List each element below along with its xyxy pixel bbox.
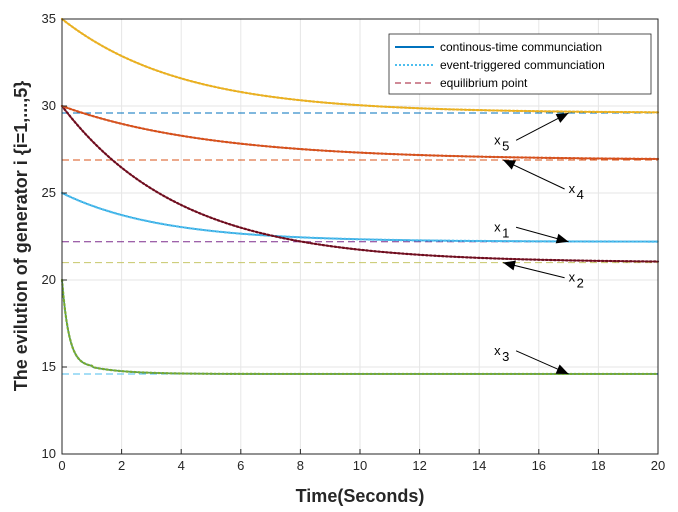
x-tick-label: 18 — [591, 458, 605, 473]
annotation-label-x3: x — [494, 343, 501, 358]
x-axis-title: Time(Seconds) — [296, 486, 425, 506]
annotation-label-x1: x — [494, 219, 501, 234]
y-tick-label: 10 — [42, 446, 56, 461]
x-tick-label: 0 — [58, 458, 65, 473]
y-tick-label: 15 — [42, 359, 56, 374]
x-tick-label: 16 — [532, 458, 546, 473]
annotation-sub-x2: 2 — [577, 276, 584, 291]
series-event-x5 — [60, 17, 660, 114]
x-tick-label: 10 — [353, 458, 367, 473]
y-ticks: 10 15 20 25 30 35 — [42, 11, 67, 461]
x-tick-label: 4 — [178, 458, 185, 473]
legend: continous-time communciation event-trigg… — [388, 33, 652, 95]
annotation-arrowhead-x3 — [555, 364, 569, 374]
x-tick-label: 12 — [412, 458, 426, 473]
y-tick-label: 20 — [42, 272, 56, 287]
annotation-sub-x3: 3 — [502, 349, 509, 364]
annotation-sub-x1: 1 — [502, 225, 509, 240]
annotation-arrowhead-x2 — [503, 260, 516, 271]
y-axis-title: The evilution of generator i {i=1,...,5} — [11, 81, 31, 392]
annotation-arrowhead-x5 — [555, 112, 569, 123]
annotations: x 1x 2x 3x 4x 5 — [494, 112, 584, 375]
x-tick-label: 8 — [297, 458, 304, 473]
annotation-sub-x5: 5 — [502, 138, 509, 153]
series-event-x3 — [60, 278, 660, 376]
annotation-sub-x4: 4 — [577, 187, 584, 202]
y-tick-label: 35 — [42, 11, 56, 26]
annotation-label-x2: x — [569, 270, 576, 285]
annotation-arrowhead-x4 — [503, 159, 517, 170]
series-event-x4 — [60, 104, 660, 161]
y-tick-label: 30 — [42, 98, 56, 113]
x-ticks: 0 2 4 6 8 10 12 14 16 18 20 — [58, 449, 665, 473]
series-event-x2 — [60, 104, 660, 263]
series-lines — [60, 17, 660, 376]
annotation-label-x4: x — [569, 181, 576, 196]
x-tick-label: 6 — [237, 458, 244, 473]
legend-label-event: event-triggered communciation — [440, 58, 605, 72]
legend-label-continuous: continous-time communciation — [440, 40, 602, 54]
annotation-arrowhead-x1 — [555, 233, 569, 244]
x-tick-label: 2 — [118, 458, 125, 473]
x-tick-label: 20 — [651, 458, 665, 473]
y-tick-label: 25 — [42, 185, 56, 200]
legend-label-equilibrium: equilibrium point — [440, 76, 528, 90]
annotation-label-x5: x — [494, 132, 501, 147]
x-tick-label: 14 — [472, 458, 486, 473]
